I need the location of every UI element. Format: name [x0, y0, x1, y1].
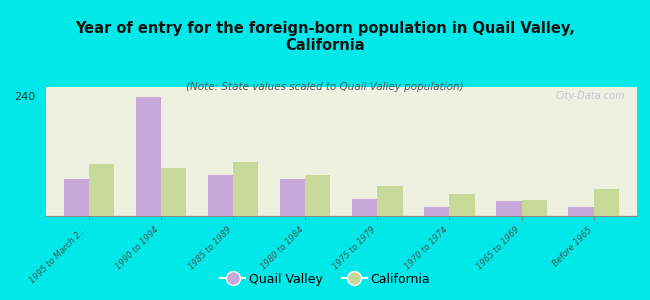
Bar: [280, 178, 305, 216]
Legend: Quail Valley, California: Quail Valley, California: [215, 268, 435, 291]
Bar: [569, 207, 593, 216]
Bar: [208, 175, 233, 216]
Bar: [497, 201, 521, 216]
Bar: [233, 162, 258, 216]
Text: Year of entry for the foreign-born population in Quail Valley,
California: Year of entry for the foreign-born popul…: [75, 21, 575, 53]
Text: (Note: State values scaled to Quail Valley population): (Note: State values scaled to Quail Vall…: [186, 82, 464, 92]
Bar: [593, 188, 619, 216]
Bar: [89, 164, 114, 216]
Text: City-Data.com: City-Data.com: [556, 91, 625, 101]
Bar: [521, 200, 547, 216]
Bar: [161, 167, 186, 216]
Bar: [306, 175, 330, 216]
Bar: [136, 97, 161, 216]
Bar: [377, 186, 402, 216]
Bar: [424, 207, 449, 216]
Bar: [352, 199, 377, 216]
Bar: [449, 194, 474, 216]
Bar: [64, 178, 89, 216]
